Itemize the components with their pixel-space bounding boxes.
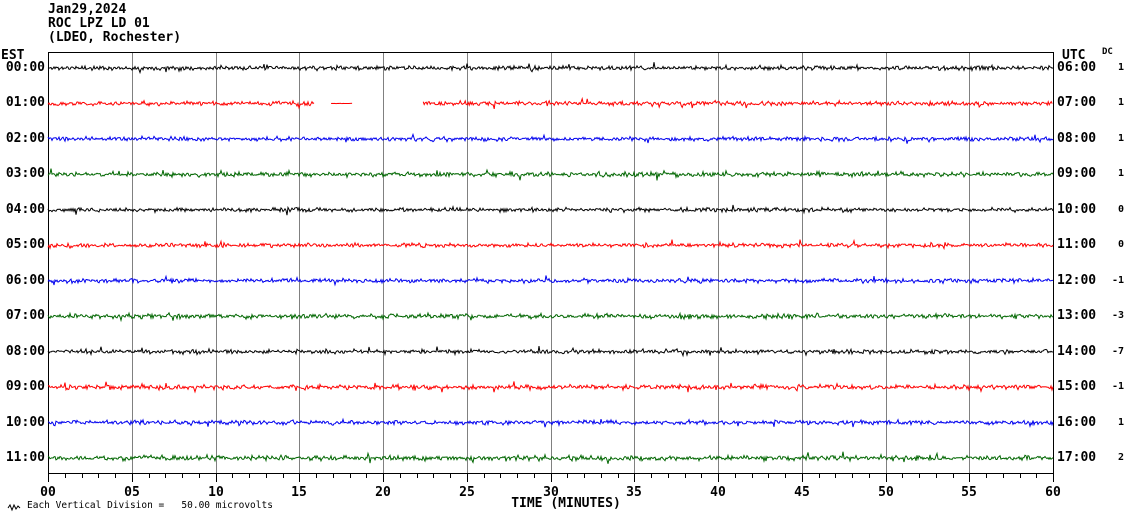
utc-time-label: 07:00: [1057, 95, 1097, 110]
x-tick-label: 20: [375, 485, 391, 500]
x-tick-label: 60: [1045, 485, 1061, 500]
dc-offset-value: 1: [1117, 97, 1124, 108]
dc-offset-header: DC: [1102, 47, 1113, 57]
dc-offset-value: 1: [1117, 133, 1124, 144]
utc-time-label: 17:00: [1057, 450, 1097, 465]
plot-date: Jan29,2024: [48, 2, 127, 17]
x-tick-label: 10: [208, 485, 224, 500]
dc-offset-value: 2: [1117, 452, 1124, 463]
x-tick-label: 05: [124, 485, 140, 500]
utc-time-label: 08:00: [1057, 131, 1097, 146]
utc-time-label: 12:00: [1057, 273, 1097, 288]
x-tick-label: 50: [878, 485, 894, 500]
left-timezone-header: EST: [1, 48, 25, 63]
est-time-label: 01:00: [5, 95, 45, 110]
est-time-label: 02:00: [5, 131, 45, 146]
utc-time-label: 11:00: [1057, 237, 1097, 252]
est-time-label: 08:00: [5, 344, 45, 359]
vertical-division-scale-note: Each Vertical Division = 50.00 microvolt…: [27, 500, 273, 511]
est-time-label: 07:00: [5, 308, 45, 323]
utc-time-label: 13:00: [1057, 308, 1097, 323]
dc-offset-value: -1: [1111, 275, 1124, 286]
utc-time-label: 14:00: [1057, 344, 1097, 359]
x-tick-label: 25: [459, 485, 475, 500]
x-tick-label: 55: [961, 485, 977, 500]
est-time-label: 10:00: [5, 415, 45, 430]
est-time-label: 06:00: [5, 273, 45, 288]
x-axis-title: TIME (MINUTES): [511, 496, 621, 511]
scale-marker-icon: [7, 503, 21, 512]
dc-offset-value: 1: [1117, 417, 1124, 428]
est-time-label: 04:00: [5, 202, 45, 217]
utc-time-label: 06:00: [1057, 60, 1097, 75]
right-timezone-header: UTC: [1062, 48, 1086, 63]
x-tick-label: 35: [626, 485, 642, 500]
station-code: ROC LPZ LD 01: [48, 16, 150, 31]
est-time-label: 05:00: [5, 237, 45, 252]
est-time-label: 03:00: [5, 166, 45, 181]
utc-time-label: 16:00: [1057, 415, 1097, 430]
dc-offset-value: 0: [1117, 239, 1124, 250]
utc-time-label: 15:00: [1057, 379, 1097, 394]
dc-offset-value: 1: [1117, 62, 1124, 73]
est-time-label: 11:00: [5, 450, 45, 465]
utc-time-label: 09:00: [1057, 166, 1097, 181]
est-time-label: 09:00: [5, 379, 45, 394]
x-tick-label: 40: [710, 485, 726, 500]
est-time-label: 00:00: [5, 60, 45, 75]
x-tick-label: 15: [291, 485, 307, 500]
dc-offset-value: 0: [1117, 204, 1124, 215]
utc-time-label: 10:00: [1057, 202, 1097, 217]
x-tick-label: 00: [40, 485, 56, 500]
dc-offset-value: -3: [1111, 310, 1124, 321]
x-tick-label: 45: [794, 485, 810, 500]
dc-offset-value: 1: [1117, 168, 1124, 179]
dc-offset-value: -1: [1111, 381, 1124, 392]
station-name: (LDEO, Rochester): [48, 30, 182, 45]
dc-offset-value: -7: [1111, 346, 1124, 357]
x-tick-label: 30: [543, 485, 559, 500]
